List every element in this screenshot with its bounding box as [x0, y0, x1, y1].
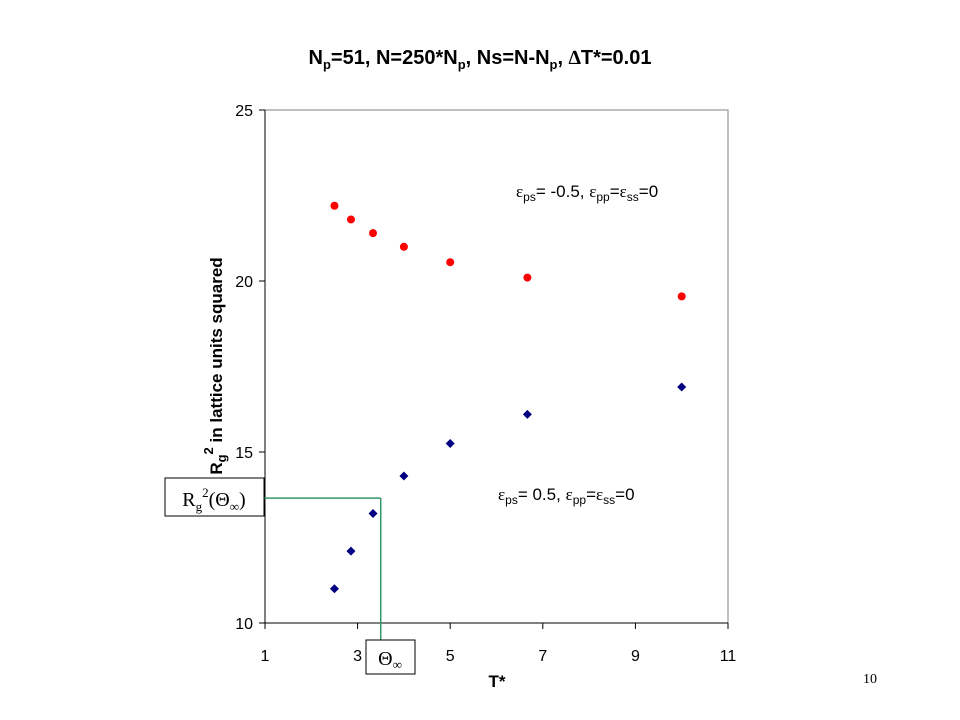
red-series-point: [446, 258, 455, 267]
blue-series-point: [445, 438, 455, 448]
blue-series-point: [522, 409, 532, 419]
theta-inf-box: [365, 639, 416, 675]
blue-series-point: [399, 471, 409, 481]
red-series-point: [399, 242, 408, 251]
red-series-point: [523, 273, 532, 282]
x-tick-label: 11: [720, 648, 737, 665]
blue-series-point: [346, 546, 356, 556]
reference-lines: [264, 497, 382, 640]
x-axis-ticks: 1 3 5 7 9 11: [261, 623, 737, 665]
y-axis-label: Rg2 in lattice units squared: [201, 257, 229, 474]
page-number: 10: [863, 672, 877, 687]
plot-area: [264, 109, 729, 624]
blue-series-point: [677, 382, 687, 392]
x-tick-label: 3: [353, 648, 362, 665]
annotation-blue-series: εps= 0.5, εpp=εss=0: [498, 485, 635, 507]
data-points: [329, 201, 687, 594]
chart-title: Np=51, N=250*Np, Ns=N-Np, ∆T*=0.01: [309, 47, 652, 72]
blue-series-point: [329, 584, 339, 594]
theta-inf-label: Θ∞: [378, 648, 402, 672]
blue-series-point: [368, 509, 378, 519]
x-tick-label: 5: [446, 648, 455, 665]
red-series-point: [369, 229, 378, 238]
x-tick-label: 1: [261, 648, 270, 665]
red-series-point: [677, 292, 686, 301]
rg2-theta-inf-label: Rg2(Θ∞): [182, 485, 245, 514]
y-tick-label: 25: [235, 103, 253, 120]
x-axis-label: T*: [489, 672, 506, 691]
x-tick-label: 9: [631, 648, 640, 665]
rg2-theta-inf-box: [164, 477, 265, 517]
annotation-red-series: εps= -0.5, εpp=εss=0: [516, 182, 658, 204]
y-tick-label: 15: [235, 445, 253, 462]
x-tick-label: 7: [538, 648, 547, 665]
red-series-point: [330, 201, 339, 210]
y-axis-ticks: 10 15 20 25: [235, 103, 265, 633]
y-tick-label: 10: [235, 616, 253, 633]
y-tick-label: 20: [235, 274, 253, 291]
red-series-point: [346, 215, 355, 224]
